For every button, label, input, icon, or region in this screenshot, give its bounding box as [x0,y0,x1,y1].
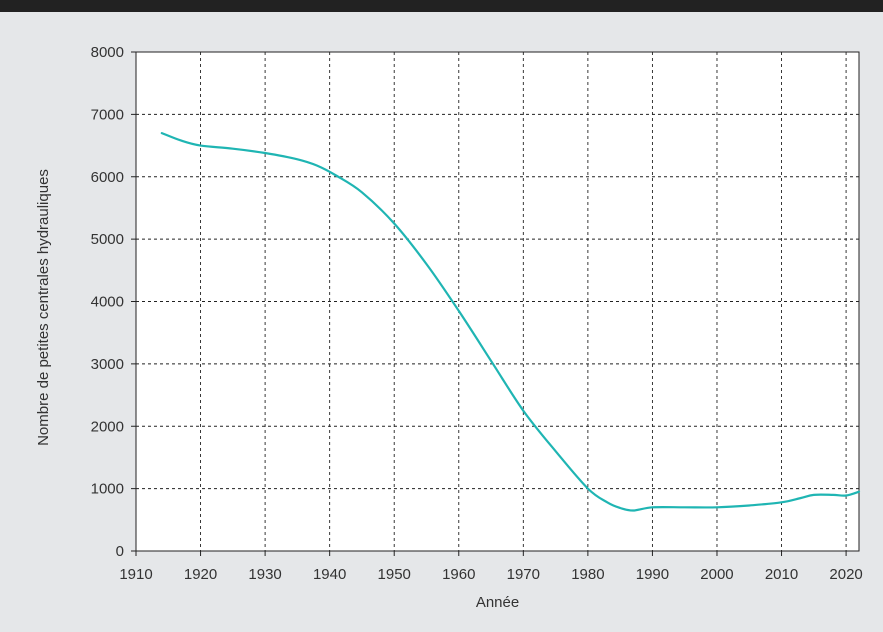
series-line [160,132,861,512]
x-tick-label: 2010 [765,566,798,583]
x-tick-label: 1990 [636,566,669,583]
top-bar [0,0,883,12]
x-tick-label: 1960 [442,566,475,583]
y-tick-label: 4000 [91,294,124,311]
y-axis-title: Nombre de petites centrales hydrauliques [35,169,52,446]
x-tick-label: 1920 [184,566,217,583]
y-tick-label: 0 [116,543,124,560]
grid [136,52,859,551]
y-tick-label: 1000 [91,481,124,498]
x-tick-label: 1930 [248,566,281,583]
y-tick-label: 7000 [91,106,124,123]
x-tick-label: 1910 [119,566,152,583]
x-tick-label: 1940 [313,566,346,583]
x-tick-label: 2000 [700,566,733,583]
x-tick-label: 1970 [507,566,540,583]
x-tick-label: 1950 [378,566,411,583]
y-tick-label: 2000 [91,418,124,435]
x-axis-title: Année [476,594,519,611]
y-tick-label: 8000 [91,44,124,61]
y-tick-label: 3000 [91,356,124,373]
axis-ticks: 1910 1920 1930 1940 1950 1960 1970 1980 1990 2000… [91,44,863,583]
y-tick-label: 5000 [91,231,124,248]
x-tick-label: 2020 [829,566,862,583]
x-tick-label: 1980 [571,566,604,583]
y-tick-label: 6000 [91,169,124,186]
